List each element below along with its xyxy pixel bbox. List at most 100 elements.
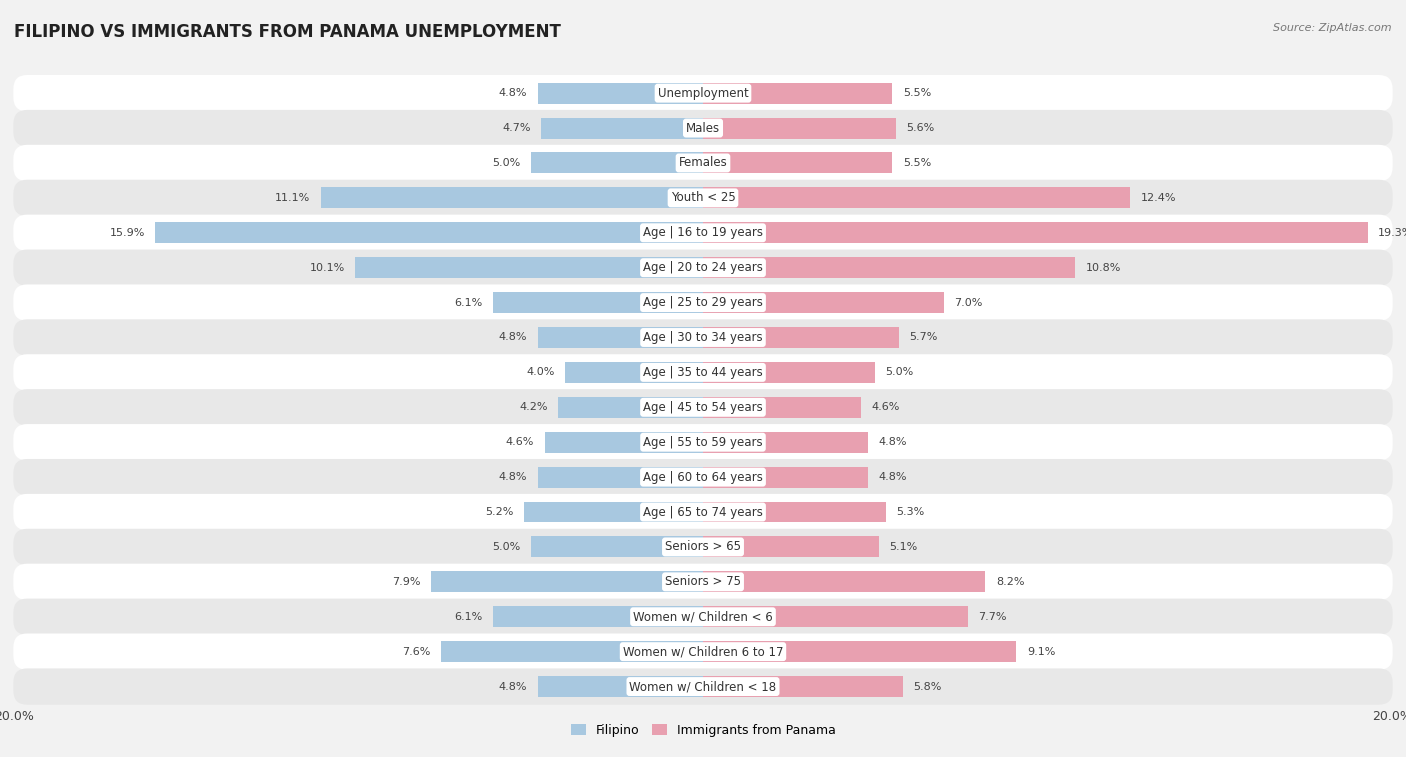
Text: 5.6%: 5.6% [907, 123, 935, 133]
Bar [537, 676, 703, 697]
Text: Source: ZipAtlas.com: Source: ZipAtlas.com [1274, 23, 1392, 33]
Bar [703, 327, 900, 348]
FancyBboxPatch shape [14, 599, 1392, 635]
Text: 5.5%: 5.5% [903, 88, 931, 98]
Bar [703, 83, 893, 104]
Bar [494, 606, 703, 628]
Text: 4.7%: 4.7% [502, 123, 531, 133]
Bar [558, 397, 703, 418]
Text: Males: Males [686, 122, 720, 135]
FancyBboxPatch shape [14, 179, 1392, 216]
FancyBboxPatch shape [14, 354, 1392, 391]
Bar [703, 676, 903, 697]
Text: 5.0%: 5.0% [492, 158, 520, 168]
Bar [531, 152, 703, 173]
Text: 7.0%: 7.0% [955, 298, 983, 307]
Bar [703, 362, 875, 383]
FancyBboxPatch shape [14, 494, 1392, 530]
Text: 4.6%: 4.6% [872, 402, 900, 413]
Text: Age | 20 to 24 years: Age | 20 to 24 years [643, 261, 763, 274]
Text: Women w/ Children 6 to 17: Women w/ Children 6 to 17 [623, 645, 783, 658]
FancyBboxPatch shape [14, 250, 1392, 286]
Bar [703, 466, 869, 488]
Text: 4.8%: 4.8% [499, 332, 527, 342]
Bar [703, 188, 1130, 208]
FancyBboxPatch shape [14, 564, 1392, 600]
Text: 4.6%: 4.6% [506, 438, 534, 447]
FancyBboxPatch shape [14, 285, 1392, 321]
FancyBboxPatch shape [14, 319, 1392, 356]
Text: 10.1%: 10.1% [309, 263, 344, 273]
Text: 7.7%: 7.7% [979, 612, 1007, 621]
Bar [441, 641, 703, 662]
Bar [703, 257, 1076, 278]
Text: Age | 35 to 44 years: Age | 35 to 44 years [643, 366, 763, 379]
FancyBboxPatch shape [14, 145, 1392, 181]
Bar [703, 223, 1368, 243]
Text: 7.9%: 7.9% [392, 577, 420, 587]
Bar [703, 641, 1017, 662]
Text: 4.8%: 4.8% [499, 472, 527, 482]
Bar [703, 502, 886, 522]
FancyBboxPatch shape [14, 389, 1392, 425]
Text: 4.8%: 4.8% [499, 88, 527, 98]
Bar [430, 572, 703, 592]
Bar [565, 362, 703, 383]
Text: 15.9%: 15.9% [110, 228, 145, 238]
Text: 11.1%: 11.1% [276, 193, 311, 203]
Text: Seniors > 65: Seniors > 65 [665, 540, 741, 553]
FancyBboxPatch shape [14, 459, 1392, 495]
Text: Age | 30 to 34 years: Age | 30 to 34 years [643, 331, 763, 344]
FancyBboxPatch shape [14, 634, 1392, 670]
Text: Age | 16 to 19 years: Age | 16 to 19 years [643, 226, 763, 239]
Text: 4.0%: 4.0% [526, 367, 555, 378]
Text: 5.5%: 5.5% [903, 158, 931, 168]
Bar [703, 606, 969, 628]
Text: 12.4%: 12.4% [1140, 193, 1175, 203]
Bar [541, 117, 703, 139]
Bar [703, 152, 893, 173]
Text: 8.2%: 8.2% [995, 577, 1025, 587]
Text: FILIPINO VS IMMIGRANTS FROM PANAMA UNEMPLOYMENT: FILIPINO VS IMMIGRANTS FROM PANAMA UNEMP… [14, 23, 561, 41]
Text: Seniors > 75: Seniors > 75 [665, 575, 741, 588]
Text: Age | 45 to 54 years: Age | 45 to 54 years [643, 400, 763, 414]
Text: 4.8%: 4.8% [879, 472, 907, 482]
Bar [703, 431, 869, 453]
FancyBboxPatch shape [14, 529, 1392, 565]
FancyBboxPatch shape [14, 424, 1392, 460]
Text: Youth < 25: Youth < 25 [671, 192, 735, 204]
Text: Age | 60 to 64 years: Age | 60 to 64 years [643, 471, 763, 484]
Text: 5.2%: 5.2% [485, 507, 513, 517]
Text: 6.1%: 6.1% [454, 298, 482, 307]
Text: 6.1%: 6.1% [454, 612, 482, 621]
Text: Unemployment: Unemployment [658, 86, 748, 100]
Text: Women w/ Children < 18: Women w/ Children < 18 [630, 680, 776, 693]
Text: Women w/ Children < 6: Women w/ Children < 6 [633, 610, 773, 623]
Bar [155, 223, 703, 243]
Bar [703, 117, 896, 139]
Text: Females: Females [679, 157, 727, 170]
FancyBboxPatch shape [14, 75, 1392, 111]
Bar [537, 327, 703, 348]
Text: 7.6%: 7.6% [402, 646, 430, 656]
FancyBboxPatch shape [14, 668, 1392, 705]
Text: 4.8%: 4.8% [879, 438, 907, 447]
Text: 5.0%: 5.0% [492, 542, 520, 552]
Bar [494, 292, 703, 313]
Text: 4.8%: 4.8% [499, 681, 527, 692]
Text: 5.8%: 5.8% [912, 681, 942, 692]
Text: Age | 55 to 59 years: Age | 55 to 59 years [643, 436, 763, 449]
Bar [703, 572, 986, 592]
Bar [703, 292, 945, 313]
FancyBboxPatch shape [14, 110, 1392, 146]
Bar [321, 188, 703, 208]
Text: 5.1%: 5.1% [889, 542, 917, 552]
Text: 5.7%: 5.7% [910, 332, 938, 342]
Legend: Filipino, Immigrants from Panama: Filipino, Immigrants from Panama [565, 718, 841, 742]
Bar [544, 431, 703, 453]
Text: 4.2%: 4.2% [519, 402, 548, 413]
Bar [531, 537, 703, 557]
Bar [356, 257, 703, 278]
Text: 5.3%: 5.3% [896, 507, 924, 517]
Bar [703, 397, 862, 418]
